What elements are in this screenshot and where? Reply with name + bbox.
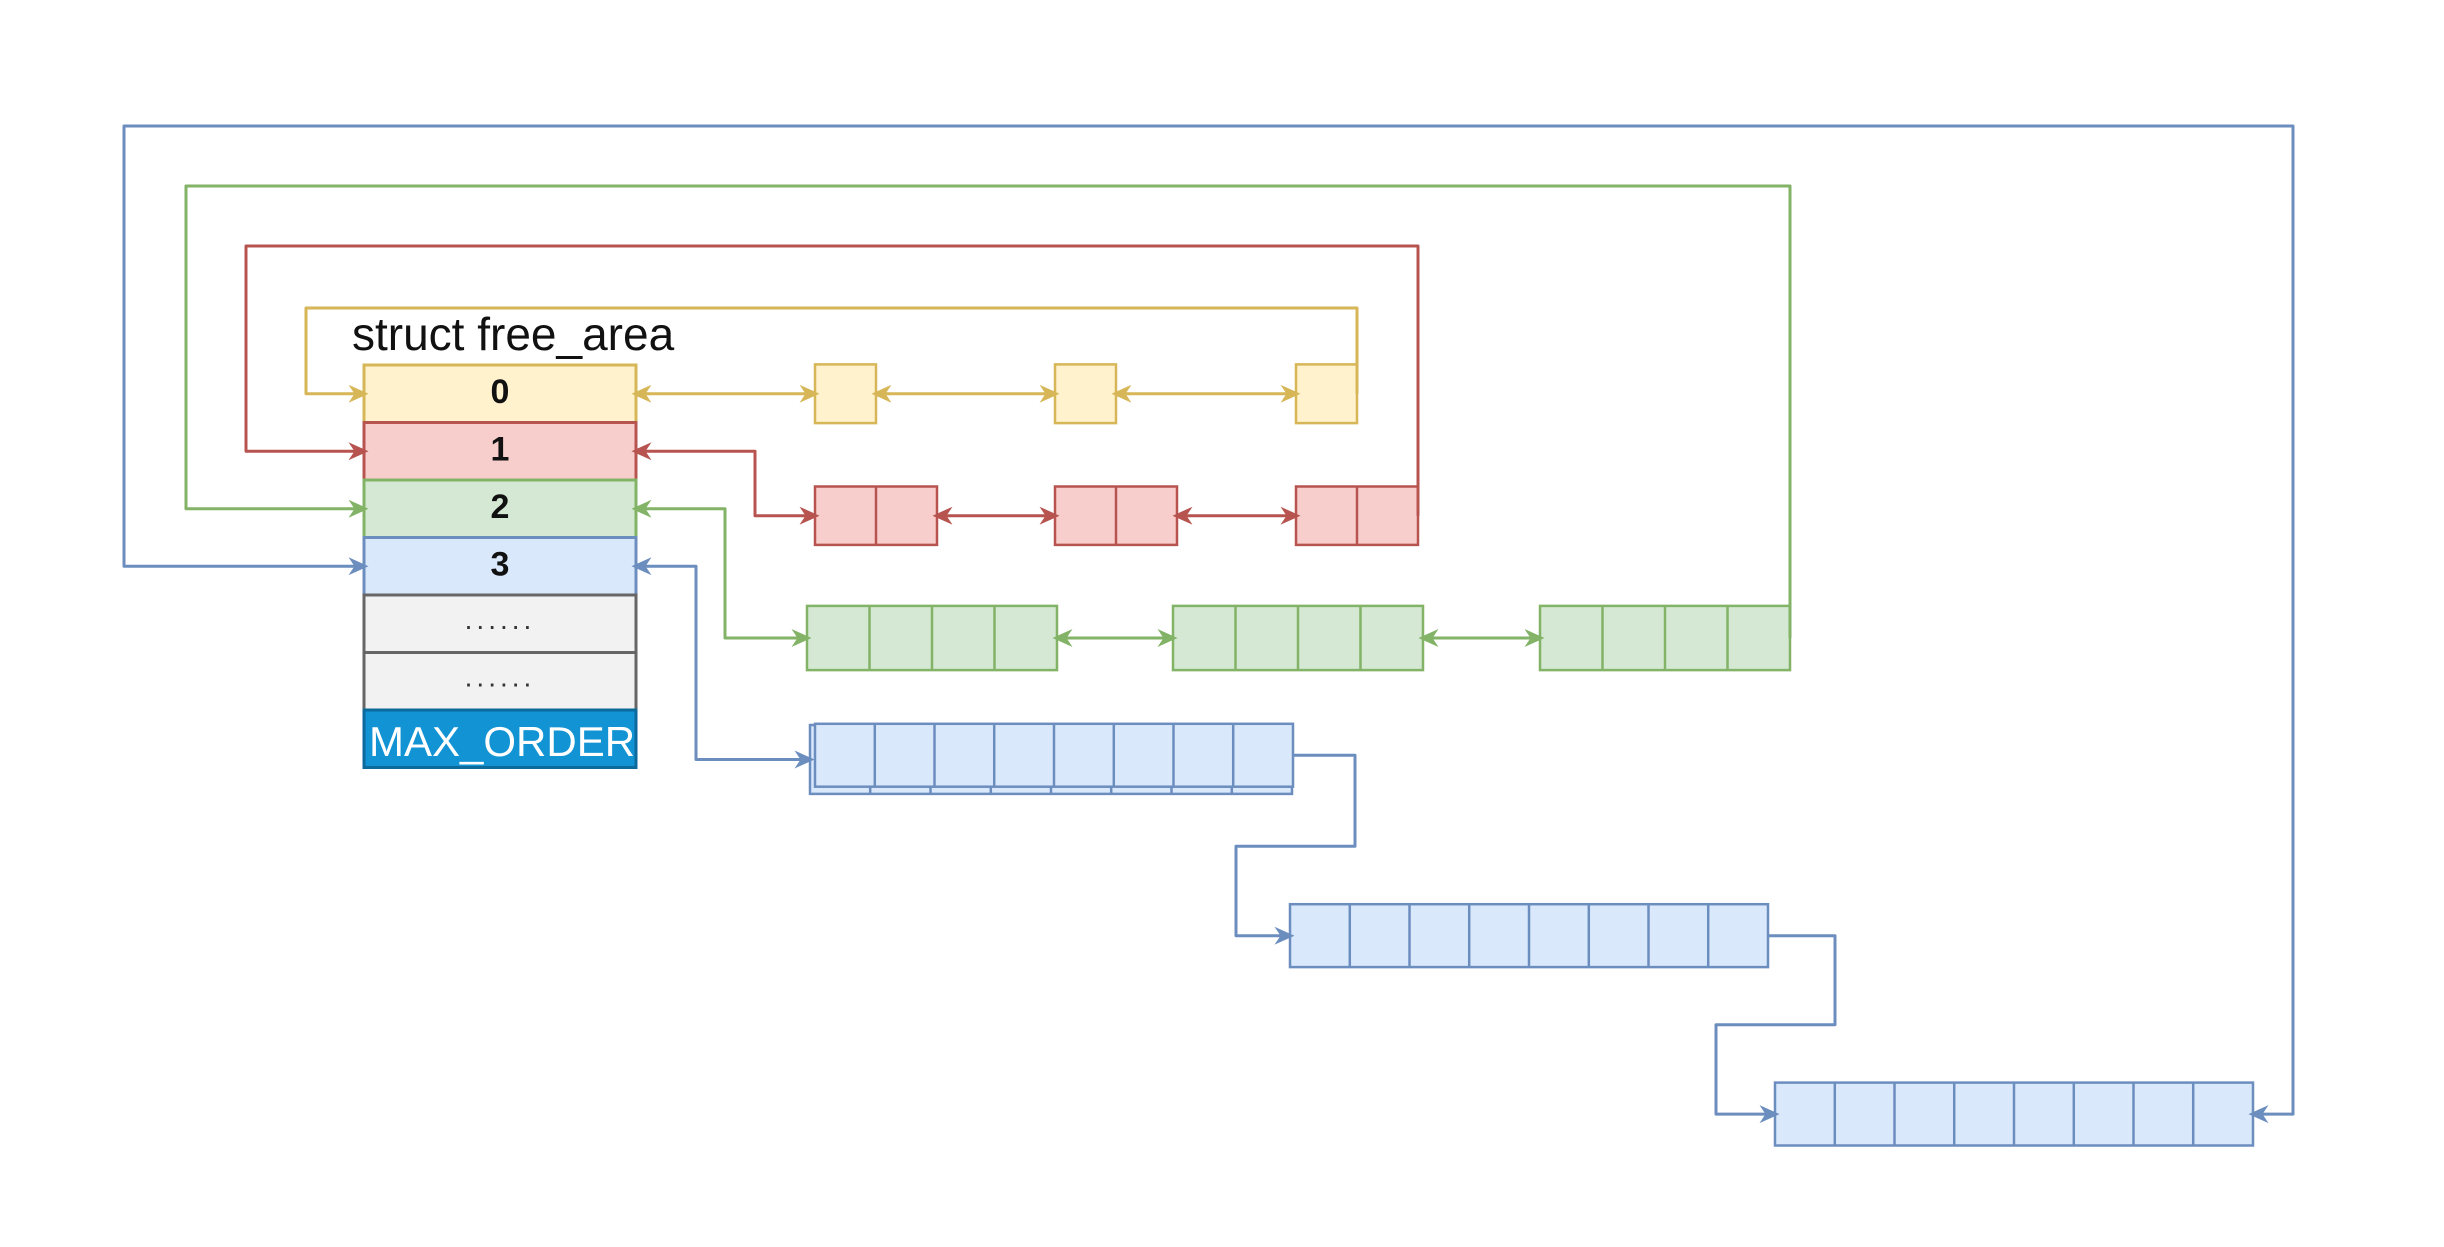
svg-text:2: 2 <box>491 488 510 526</box>
svg-text:struct free_area: struct free_area <box>352 308 675 360</box>
svg-text:1: 1 <box>491 431 510 469</box>
svg-text:MAX_ORDER: MAX_ORDER <box>369 718 635 765</box>
svg-text:0: 0 <box>491 373 510 411</box>
svg-text:......: ...... <box>465 662 536 693</box>
svg-text:3: 3 <box>491 546 510 584</box>
svg-text:......: ...... <box>465 604 536 635</box>
